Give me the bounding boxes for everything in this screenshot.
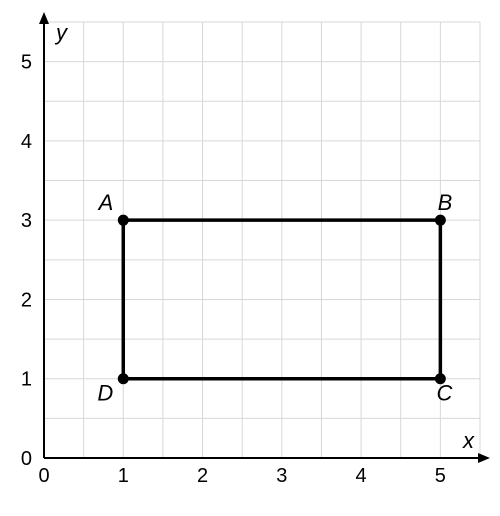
y-tick-label: 5	[21, 52, 32, 74]
x-tick-label: 2	[197, 465, 208, 487]
y-tick-label: 4	[21, 131, 32, 153]
vertex-point	[435, 215, 446, 226]
chart-background	[0, 0, 500, 516]
x-tick-label: 5	[435, 465, 446, 487]
x-tick-label: 0	[38, 465, 49, 487]
vertex-label: D	[97, 381, 113, 406]
x-tick-label: 3	[276, 465, 287, 487]
coordinate-grid: 012345012345xyABCD	[0, 0, 500, 516]
y-tick-label: 3	[21, 210, 32, 232]
x-tick-label: 4	[356, 465, 367, 487]
x-tick-label: 1	[118, 465, 129, 487]
x-axis-label: x	[462, 428, 475, 453]
y-tick-label: 2	[21, 289, 32, 311]
vertex-point	[118, 215, 129, 226]
vertex-label: C	[436, 381, 452, 406]
y-tick-label: 0	[21, 448, 32, 470]
vertex-point	[118, 373, 129, 384]
y-tick-label: 1	[21, 369, 32, 391]
vertex-label: A	[97, 190, 114, 215]
vertex-label: B	[438, 190, 453, 215]
y-axis-label: y	[54, 20, 69, 45]
